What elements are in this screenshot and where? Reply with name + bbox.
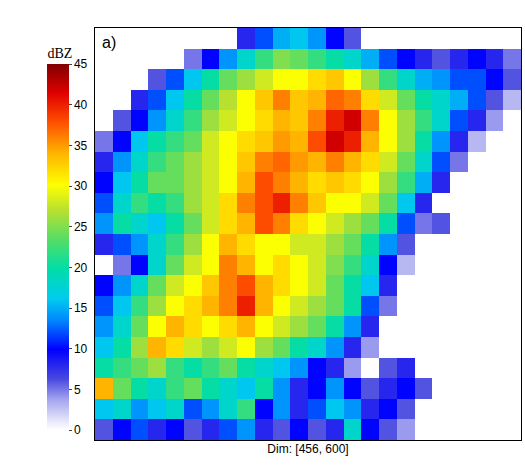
svg-text:40: 40 xyxy=(74,98,88,112)
svg-text:25: 25 xyxy=(74,220,88,234)
svg-text:0: 0 xyxy=(74,423,81,437)
svg-text:dBZ: dBZ xyxy=(47,46,72,61)
svg-text:20: 20 xyxy=(74,261,88,275)
svg-text:15: 15 xyxy=(74,301,88,315)
svg-text:5: 5 xyxy=(74,383,81,397)
svg-text:30: 30 xyxy=(74,179,88,193)
svg-text:45: 45 xyxy=(74,57,88,71)
svg-text:a): a) xyxy=(102,34,116,51)
svg-text:10: 10 xyxy=(74,342,88,356)
svg-text:35: 35 xyxy=(74,139,88,153)
svg-text:Dim: [456, 600]: Dim: [456, 600] xyxy=(267,442,348,456)
